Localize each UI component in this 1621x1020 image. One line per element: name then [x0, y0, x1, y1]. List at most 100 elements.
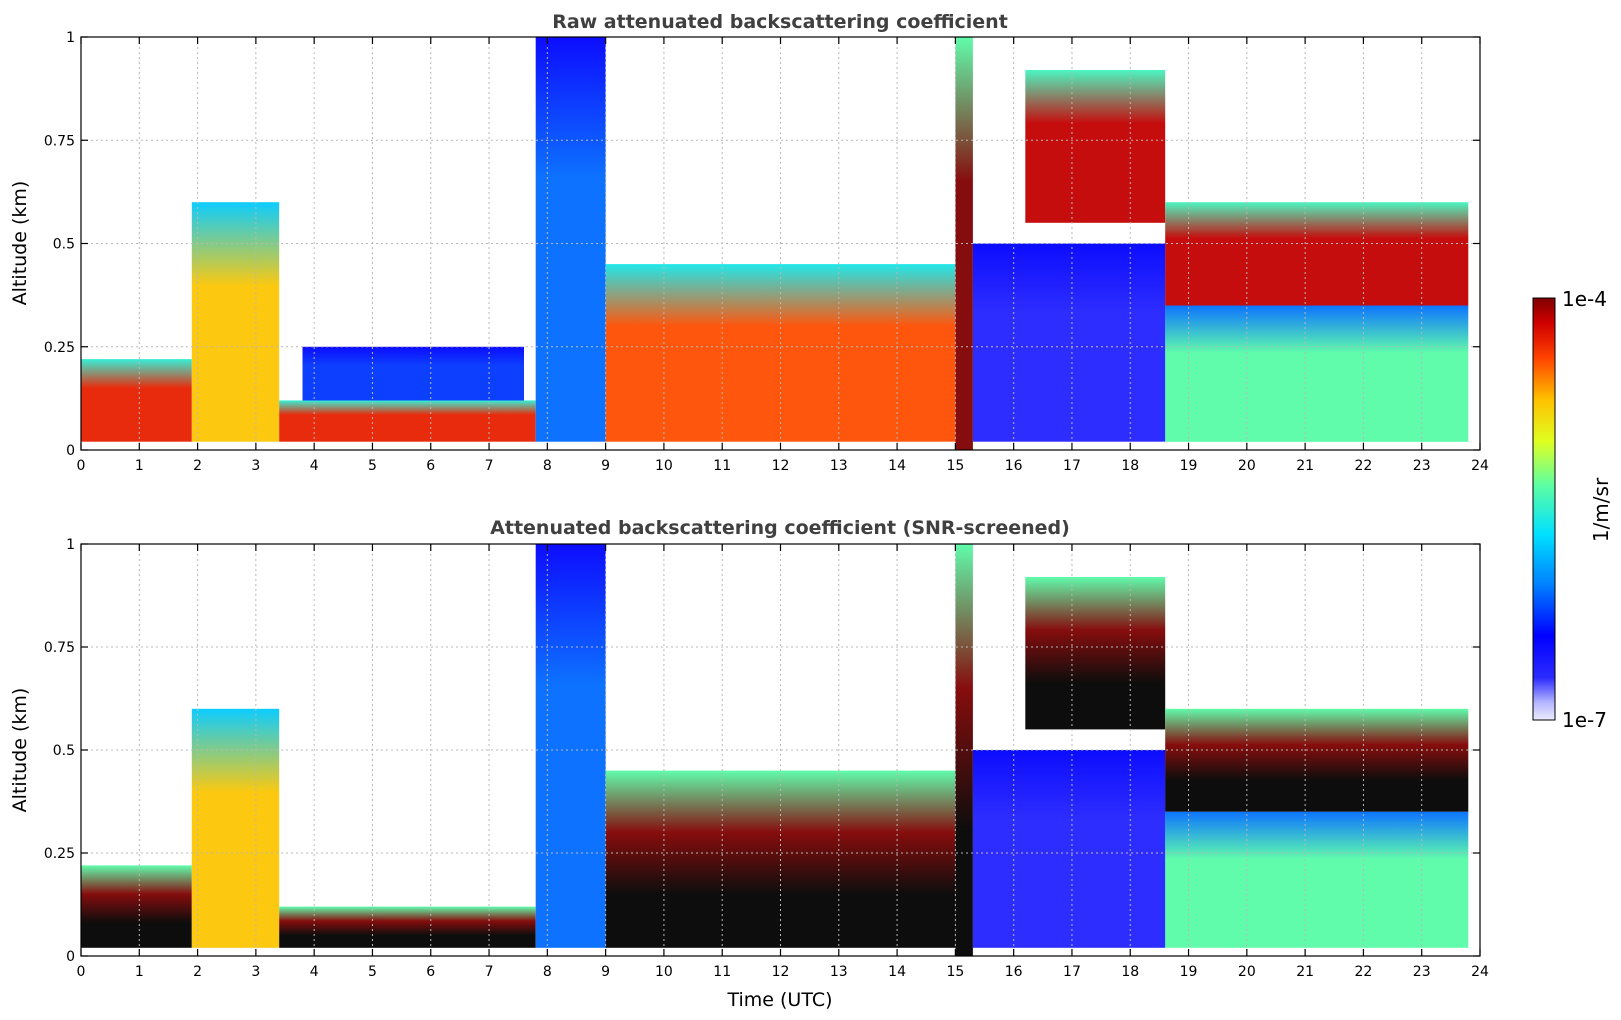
x-tick-label: 13: [830, 964, 848, 980]
heatmap-layer-plume: [191, 202, 280, 442]
x-tick-label: 4: [310, 964, 319, 980]
raw-y-ticks: 0 0.25 0.5 0.75 1: [44, 30, 1480, 459]
x-tick-label: 15: [946, 458, 964, 474]
x-tick-label: 5: [368, 964, 377, 980]
x-tick-label: 8: [543, 458, 552, 474]
x-tick-label: 21: [1296, 458, 1314, 474]
y-tick-label: 0.5: [53, 743, 75, 759]
x-tick-label: 18: [1121, 964, 1139, 980]
raw-x-ticks: 0 1 2 3 4 5 6 7 8 9 10 11 12 13 14 15 16 17 18 19 20 21 22 23 24: [77, 37, 1489, 474]
x-tick-label: 5: [368, 458, 377, 474]
heatmap-layer-evening-layer: [1165, 708, 1469, 812]
x-tick-label: 4: [310, 458, 319, 474]
x-tick-label: 16: [1005, 458, 1023, 474]
heatmap-layer-cloud: [955, 544, 973, 956]
x-tick-label: 22: [1355, 964, 1373, 980]
heatmap-layer-residual-scatter: [302, 346, 524, 401]
heatmap-layer-lower-layer: [1165, 811, 1469, 948]
x-tick-label: 6: [426, 964, 435, 980]
heatmap-layer-cloud: [955, 37, 973, 450]
x-tick-label: 11: [713, 458, 731, 474]
heatmap-layer-elevated-layer: [1025, 70, 1166, 223]
colorbar-max-label: 1e-4: [1562, 287, 1607, 311]
y-tick-label: 0.5: [53, 237, 75, 253]
screened-heatmap-layers: [81, 544, 1469, 956]
x-tick-label: 11: [713, 964, 731, 980]
x-tick-label: 24: [1471, 964, 1489, 980]
raw-grid: [81, 37, 1480, 450]
x-tick-label: 6: [426, 458, 435, 474]
colorbar-min-label: 1e-7: [1562, 708, 1607, 732]
x-tick-label: 12: [772, 458, 790, 474]
heatmap-layer-attenuated-column: [972, 243, 1166, 442]
heatmap-layer-boundary-layer: [81, 865, 192, 948]
x-tick-label: 14: [888, 458, 906, 474]
heatmap-layer-elevated-layer: [1025, 577, 1166, 730]
x-tick-label: 21: [1296, 964, 1314, 980]
raw-panel-title: Raw attenuated backscattering coefficien…: [552, 11, 1008, 33]
x-tick-label: 19: [1180, 964, 1198, 980]
y-tick-label: 1: [66, 537, 75, 553]
x-tick-label: 24: [1471, 458, 1489, 474]
raw-y-axis-label: Altitude (km): [9, 181, 31, 306]
colorbar: 1e-4 1e-7 1/m/sr: [1532, 287, 1613, 732]
colorbar-gradient: [1532, 297, 1556, 721]
screened-y-ticks: 0 0.25 0.5 0.75 1: [44, 537, 1480, 965]
x-tick-label: 13: [830, 458, 848, 474]
screened-grid: [81, 544, 1480, 956]
x-tick-label: 22: [1355, 458, 1373, 474]
x-tick-label: 2: [193, 458, 202, 474]
x-tick-label: 3: [251, 458, 260, 474]
x-tick-label: 17: [1063, 964, 1081, 980]
screened-x-ticks: 0 1 2 3 4 5 6 7 8 9 10 11 12 13 14 15 16 17 18 19 20 21 22 23 24: [77, 544, 1489, 980]
raw-backscatter-panel: Raw attenuated backscattering coefficien…: [9, 11, 1489, 474]
x-tick-label: 10: [655, 458, 673, 474]
x-tick-label: 7: [485, 458, 494, 474]
x-tick-label: 3: [251, 964, 260, 980]
y-tick-label: 0.25: [44, 846, 75, 862]
y-tick-label: 0: [66, 949, 75, 965]
heatmap-layer-decaying-layer: [279, 400, 536, 442]
x-tick-label: 9: [601, 964, 610, 980]
x-tick-label: 8: [543, 964, 552, 980]
x-axis-label: Time (UTC): [726, 989, 832, 1011]
x-tick-label: 0: [77, 458, 86, 474]
screened-panel-title: Attenuated backscattering coefficient (S…: [490, 517, 1070, 539]
x-tick-label: 19: [1180, 458, 1198, 474]
heatmap-layer-lower-layer: [1165, 305, 1469, 442]
heatmap-layer-clear-column: [535, 37, 606, 442]
x-tick-label: 23: [1413, 458, 1431, 474]
heatmap-layer-plume: [191, 708, 280, 948]
y-tick-label: 0.75: [44, 133, 75, 149]
x-tick-label: 20: [1238, 964, 1256, 980]
heatmap-layer-boundary-layer: [81, 359, 192, 442]
x-tick-label: 20: [1238, 458, 1256, 474]
x-tick-label: 10: [655, 964, 673, 980]
screened-y-axis-label: Altitude (km): [9, 688, 31, 813]
y-tick-label: 0.75: [44, 640, 75, 656]
x-tick-label: 12: [772, 964, 790, 980]
x-tick-label: 15: [946, 964, 964, 980]
heatmap-layer-evening-layer: [1165, 202, 1469, 306]
heatmap-layer-clear-column: [535, 544, 606, 948]
heatmap-layer-decaying-layer: [279, 906, 536, 948]
x-tick-label: 0: [77, 964, 86, 980]
y-tick-label: 0: [66, 443, 75, 459]
x-tick-label: 17: [1063, 458, 1081, 474]
heatmap-layer-attenuated-column: [972, 750, 1166, 948]
x-tick-label: 7: [485, 964, 494, 980]
x-tick-label: 9: [601, 458, 610, 474]
y-tick-label: 1: [66, 30, 75, 46]
x-tick-label: 1: [135, 458, 144, 474]
raw-heatmap-layers: [81, 37, 1469, 450]
x-tick-label: 16: [1005, 964, 1023, 980]
colorbar-unit-label: 1/m/sr: [1589, 477, 1613, 542]
screened-backscatter-panel: Attenuated backscattering coefficient (S…: [9, 517, 1489, 1011]
y-tick-label: 0.25: [44, 340, 75, 356]
x-tick-label: 1: [135, 964, 144, 980]
x-tick-label: 14: [888, 964, 906, 980]
x-tick-label: 23: [1413, 964, 1431, 980]
x-tick-label: 18: [1121, 458, 1139, 474]
x-tick-label: 2: [193, 964, 202, 980]
